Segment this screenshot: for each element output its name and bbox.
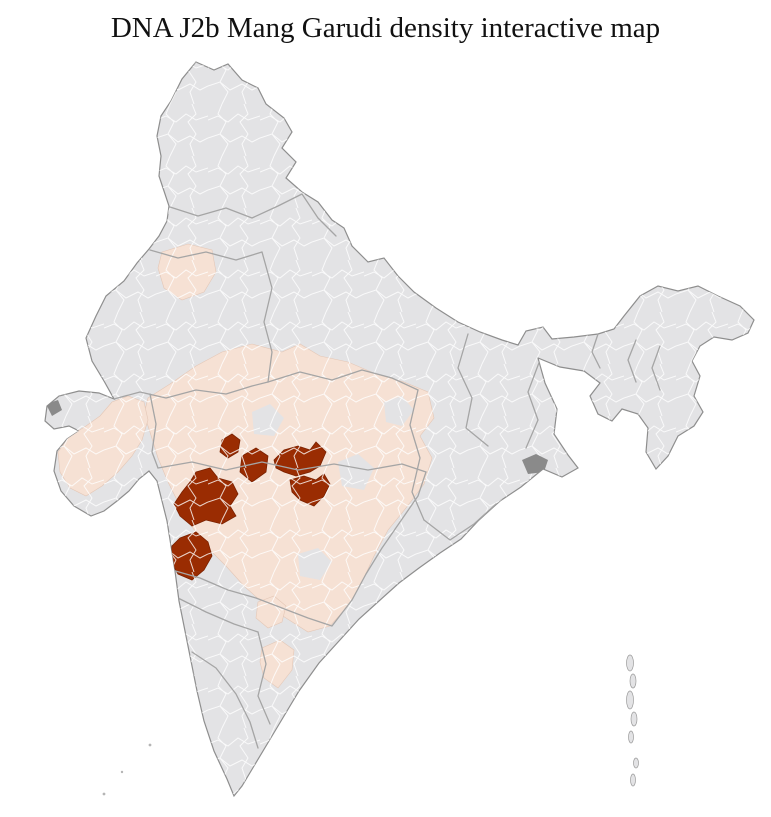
lakshadweep-islands — [102, 743, 152, 796]
lakshadweep-island[interactable] — [148, 743, 152, 747]
andaman-island[interactable] — [630, 773, 636, 787]
andaman-island[interactable] — [630, 711, 638, 727]
dark-district-markers — [46, 400, 548, 474]
andaman-island[interactable] — [633, 757, 639, 769]
urban-district-marker[interactable] — [46, 400, 62, 416]
andaman-island[interactable] — [626, 690, 634, 710]
urban-district-marker[interactable] — [522, 454, 548, 474]
andaman-island[interactable] — [629, 673, 637, 689]
page-title: DNA J2b Mang Garudi density interactive … — [110, 12, 661, 44]
andaman-island[interactable] — [626, 654, 634, 672]
andaman-island[interactable] — [628, 730, 634, 744]
lakshadweep-island[interactable] — [102, 792, 106, 796]
andaman-islands — [626, 654, 639, 787]
lakshadweep-island[interactable] — [120, 770, 124, 774]
